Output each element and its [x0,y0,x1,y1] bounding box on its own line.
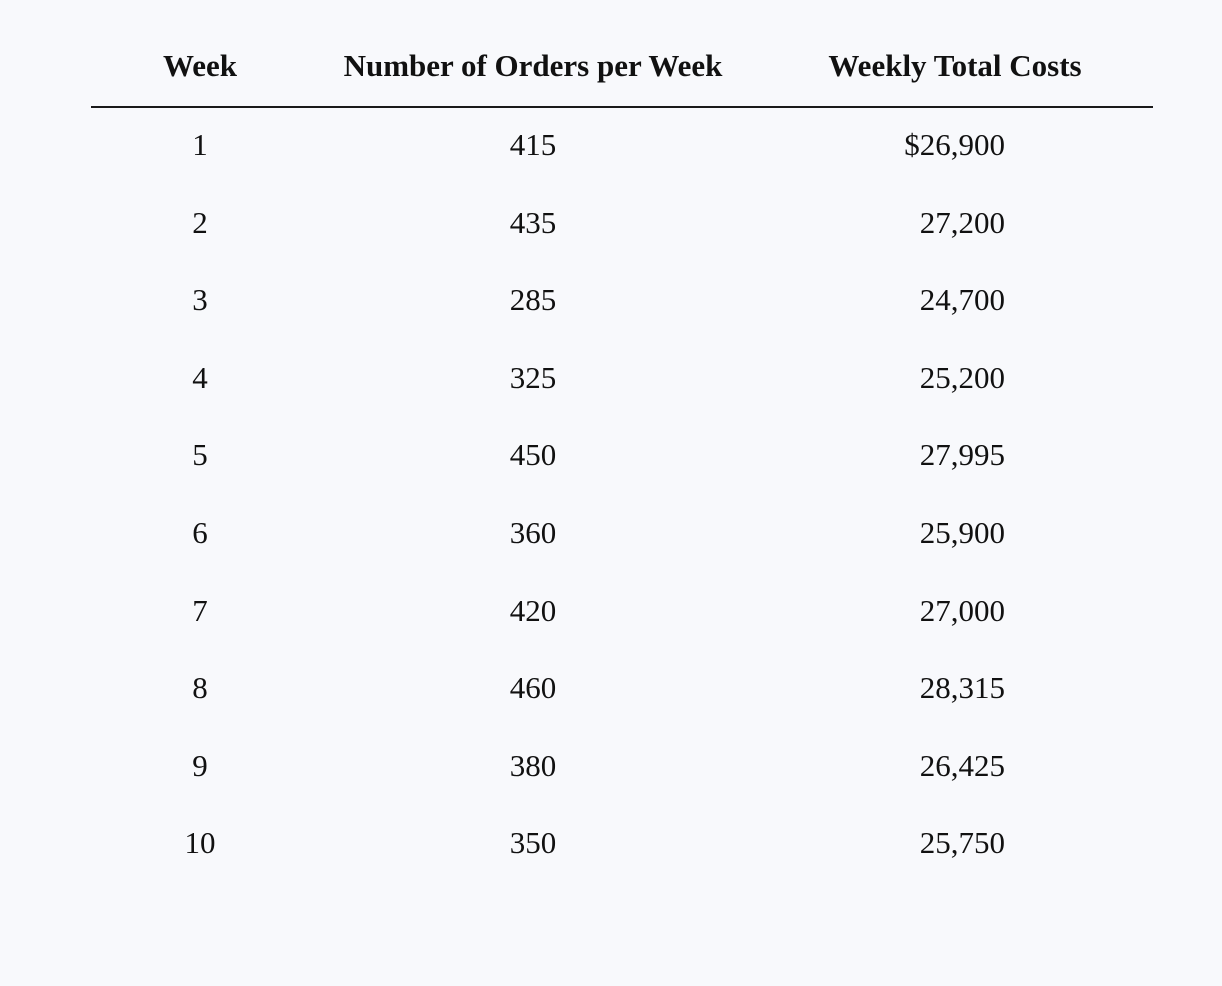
costs-cell: $26,900 [904,127,1005,162]
orders-cell: 285 [509,282,557,318]
week-cell: 6 [192,514,208,550]
header-rule [91,106,1153,108]
costs-cell: 27,995 [919,437,1005,473]
table-row: 8 460 28,315 [0,668,1222,746]
week-cell: 8 [192,670,208,706]
table-row: 5 450 27,995 [0,435,1222,513]
week-cell: 9 [192,747,208,783]
week-cell: 10 [184,825,216,861]
costs-cell: 26,425 [919,747,1005,783]
column-header-costs: Weekly Total Costs [828,48,1082,83]
costs-cell: 25,900 [919,514,1005,550]
table-row: 4 325 25,200 [0,358,1222,436]
table-row: 7 420 27,000 [0,591,1222,669]
table-row: 9 380 26,425 [0,746,1222,824]
costs-cell: 27,000 [919,592,1005,628]
costs-cell: 27,200 [919,204,1005,240]
orders-cell: 380 [509,747,557,783]
week-cell: 5 [192,437,208,473]
table-row: 10 350 25,750 [0,823,1222,901]
costs-cell: 25,200 [919,359,1005,395]
orders-cell: 435 [509,204,557,240]
costs-cell: 24,700 [919,282,1005,318]
week-cell: 3 [192,282,208,318]
week-cell: 4 [192,359,208,395]
orders-cell: 360 [509,514,557,550]
table-row: 1 415 $26,900 [0,125,1222,203]
orders-cell: 325 [509,359,557,395]
orders-cell: 460 [509,670,557,706]
orders-cell: 350 [509,825,557,861]
column-header-week: Week [162,48,238,83]
table-row: 2 435 27,200 [0,203,1222,281]
week-cell: 1 [192,127,208,162]
table-header: Week Number of Orders per Week Weekly To… [0,46,1222,86]
table-row: 6 360 25,900 [0,513,1222,591]
orders-cell: 450 [509,437,557,473]
week-cell: 7 [192,592,208,628]
costs-cell: 28,315 [919,670,1005,706]
orders-cell: 420 [509,592,557,628]
table-body: 1 415 $26,900 2 435 27,200 3 285 24,700 … [0,125,1222,901]
week-cell: 2 [192,204,208,240]
table-row: 3 285 24,700 [0,280,1222,358]
column-header-orders: Number of Orders per Week [343,48,723,83]
orders-cell: 415 [509,127,557,162]
costs-cell: 25,750 [919,825,1005,861]
